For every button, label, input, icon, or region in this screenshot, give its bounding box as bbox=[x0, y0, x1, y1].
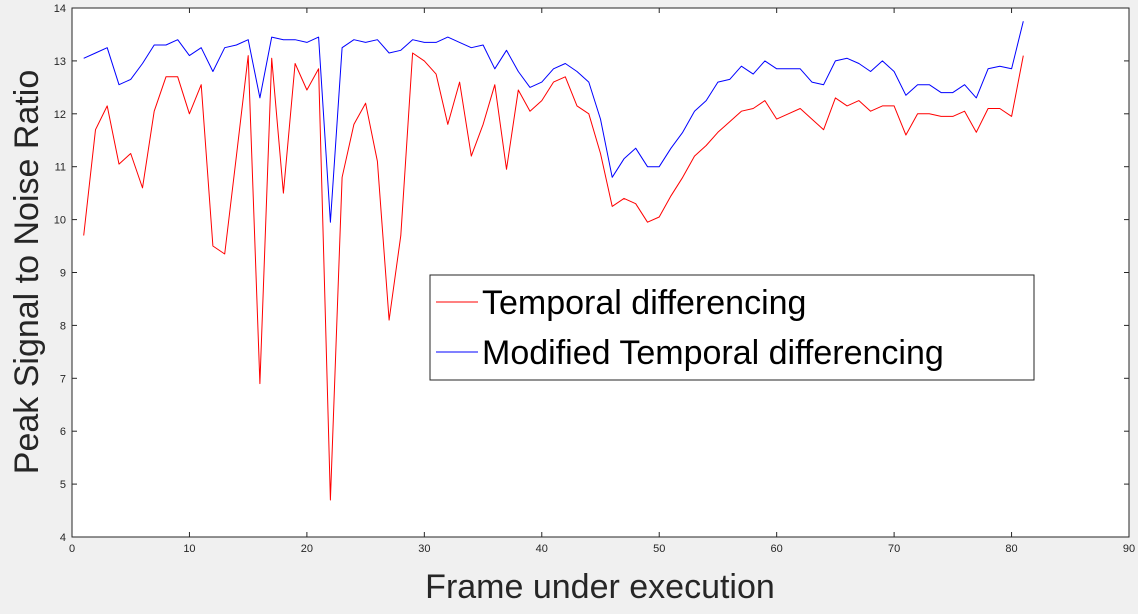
legend: Temporal differencing Modified Temporal … bbox=[429, 274, 1035, 381]
y-tick-label: 5 bbox=[60, 479, 66, 491]
x-tick-label: 70 bbox=[888, 543, 900, 555]
plot-area bbox=[72, 8, 1129, 537]
x-tick-label: 20 bbox=[301, 543, 313, 555]
y-tick-label: 11 bbox=[55, 162, 66, 174]
plot-frame bbox=[71, 7, 1130, 538]
y-tick-label: 9 bbox=[60, 268, 66, 280]
x-tick-label: 50 bbox=[653, 543, 665, 555]
x-tick-label: 80 bbox=[1005, 543, 1017, 555]
x-tick-label: 30 bbox=[418, 543, 430, 555]
y-tick-label: 10 bbox=[54, 215, 66, 227]
y-tick-label: 6 bbox=[60, 426, 66, 438]
y-tick-label: 13 bbox=[54, 56, 66, 68]
x-tick-label: 10 bbox=[183, 543, 195, 555]
series-line-modified-temporal-differencing bbox=[83, 21, 1024, 223]
x-tick-label: 40 bbox=[536, 543, 548, 555]
series-line-temporal-differencing bbox=[83, 52, 1024, 501]
y-tick-label: 7 bbox=[60, 373, 66, 385]
y-tick-label: 8 bbox=[60, 320, 66, 332]
x-tick-label: 60 bbox=[771, 543, 783, 555]
x-tick-label: 90 bbox=[1123, 543, 1135, 555]
series-layer bbox=[83, 21, 1024, 501]
y-axis-label: Peak Signal to Noise Ratio bbox=[8, 70, 46, 474]
y-tick-label: 4 bbox=[60, 532, 66, 544]
legend-label-temporal-differencing: Temporal differencing bbox=[482, 284, 806, 322]
x-axis-label: Frame under execution bbox=[425, 568, 775, 606]
y-tick-label: 14 bbox=[54, 3, 66, 15]
legend-label-modified-temporal-differencing: Modified Temporal differencing bbox=[482, 334, 944, 372]
x-tick-label: 0 bbox=[69, 543, 75, 555]
y-tick-label: 12 bbox=[54, 109, 66, 121]
legend-box bbox=[429, 274, 1035, 381]
tick-layer: 0 10 20 30 40 50 60 70 80 90 4 5 6 7 8 9 10 11 12 13 14 bbox=[54, 3, 1135, 555]
